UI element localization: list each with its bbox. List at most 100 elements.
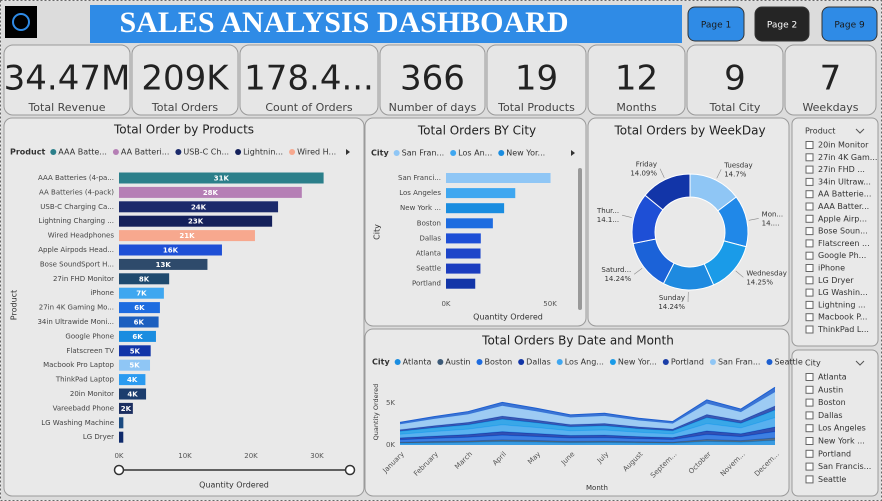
data-label: 13K [156,261,172,269]
data-label: 2K [121,405,132,413]
checkbox[interactable] [805,202,814,211]
bar [446,203,505,214]
legend-swatch [393,150,400,156]
data-label: 28K [203,189,219,197]
x-tick-label: 0K [441,300,450,308]
logo [5,6,37,38]
checkbox[interactable] [805,462,814,471]
checkbox[interactable] [805,239,814,248]
data-label: 6K [134,319,145,327]
data-label: 8K [139,275,150,283]
slicer-item: Boston [818,398,846,407]
chart-title: Total Order by Products [113,123,254,137]
data-label: 31K [214,175,230,183]
kpi-value: 12 [615,59,658,99]
slicer-chevron[interactable] [855,128,865,134]
checkbox[interactable] [805,313,814,322]
y-tick-label: Seattle [416,265,441,273]
x-axis-label: Month [586,484,608,492]
legend-title: City [372,358,390,367]
checkbox[interactable] [805,398,814,407]
data-label: 23K [188,218,204,226]
data-label: 6K [132,333,143,341]
legend-swatch [450,150,457,156]
chart-title: Total Orders by WeekDay [613,124,765,138]
page-button[interactable] [821,6,878,42]
slicer-item: Dallas [818,411,843,420]
legend-entry: Los An... [458,149,492,158]
legend-entry: USB-C Ch... [183,148,229,157]
bar [119,244,222,256]
checkbox[interactable] [805,165,814,174]
checkbox[interactable] [805,411,814,420]
checkbox[interactable] [805,141,814,149]
slicer-title: City [805,359,821,368]
leader-line [659,168,665,178]
slicer-item: New York ... [818,437,865,446]
checkbox[interactable] [805,276,814,285]
bar [119,345,151,357]
checkbox[interactable] [805,177,814,186]
checkbox[interactable] [805,325,814,334]
checkbox[interactable] [805,437,814,445]
checkbox[interactable] [805,190,814,199]
x-tick-label: 50K [543,300,557,308]
kpi-label: Number of days [389,101,477,114]
leader-line [735,270,744,278]
checkbox[interactable] [805,153,814,162]
y-tick-label: LG Dryer [83,433,114,441]
y-tick-label: USB-C Charging Ca... [40,203,114,211]
legend-arrow[interactable] [346,149,350,155]
slicer-item: Lightning ... [818,300,866,309]
panel [364,328,790,497]
y-tick-label: Lightning Charging ... [39,217,115,225]
scrollbar[interactable] [578,168,582,310]
kpi-value: 178.4... [244,59,374,99]
y-axis-label: City [373,224,382,240]
legend-swatch [289,149,296,155]
legend-arrow[interactable] [571,150,575,156]
kpi-card [3,44,131,116]
checkbox[interactable] [805,288,814,297]
checkbox[interactable] [805,251,814,260]
slice-value: 14.24% [604,275,631,283]
checkbox[interactable] [805,475,814,484]
slice-value: 14.7% [724,170,747,178]
slider-handle[interactable] [344,464,356,476]
y-tick-label: 0K [386,441,395,449]
data-label: 24K [191,203,207,211]
legend-entry: New Yor... [506,149,545,158]
legend-swatch [476,359,483,365]
checkbox[interactable] [805,264,814,272]
area-fill [400,405,775,432]
checkbox[interactable] [805,449,814,458]
bar [119,402,133,414]
legend-swatch [498,150,505,156]
legend-entry: Wired H... [297,148,336,157]
legend-entry: Austin [445,358,470,367]
checkbox[interactable] [805,300,814,309]
slicer-item: LG Dryer [818,276,854,285]
y-tick-label: AA Batteries (4-pack) [39,188,114,196]
page-button[interactable] [754,6,810,42]
area-fill [400,391,775,430]
slicer-item: 20in Monitor [818,141,869,150]
slicer-item: Flatscreen ... [818,239,870,248]
checkbox[interactable] [805,373,814,381]
checkbox[interactable] [805,214,814,223]
x-tick-label: 10K [178,452,192,460]
data-label: 5K [130,347,141,355]
kpi-label: Total Revenue [27,101,105,114]
page-button[interactable] [687,6,745,42]
slider-handle[interactable] [113,464,125,476]
data-label: 16K [163,247,179,255]
slicer-item: Seattle [818,475,846,484]
slicer-chevron[interactable] [855,360,865,366]
checkbox[interactable] [805,424,814,433]
bar [119,258,208,270]
legend-swatch [112,149,119,155]
slice-value: 14.1... [597,216,619,224]
page-button-label: Page 2 [767,21,797,31]
checkbox[interactable] [805,385,814,394]
checkbox[interactable] [805,227,814,236]
